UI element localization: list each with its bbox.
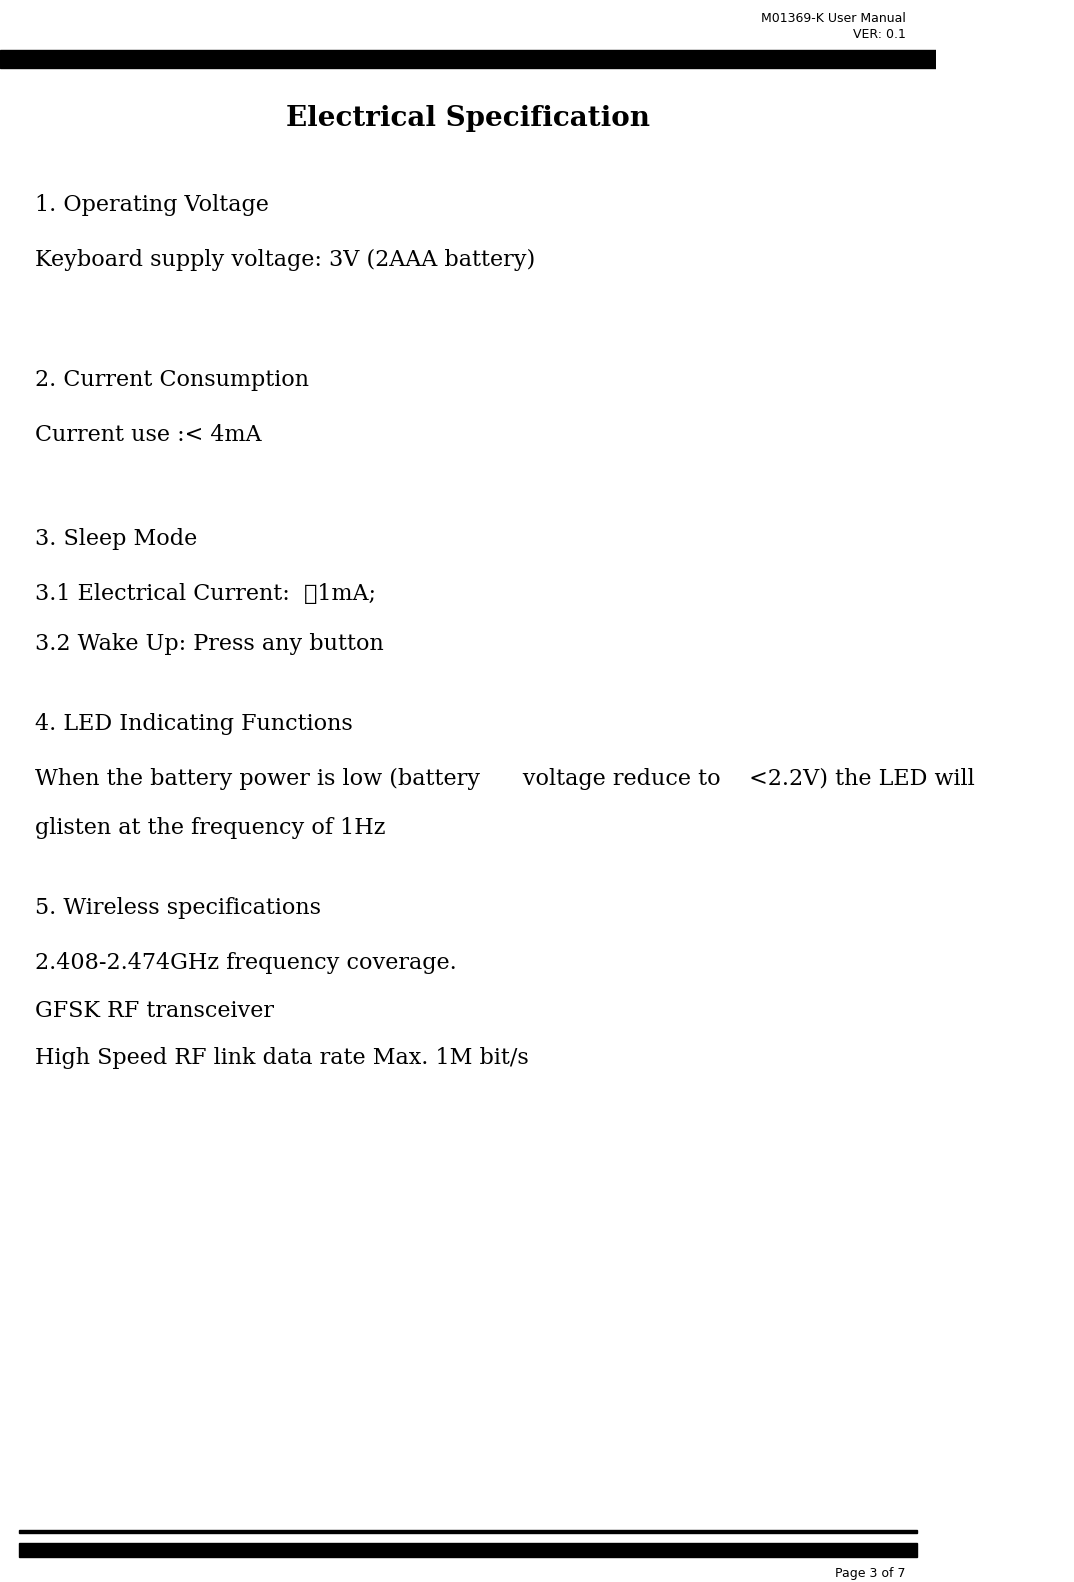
Text: When the battery power is low (battery      voltage reduce to    <2.2V) the LED : When the battery power is low (battery v… (34, 767, 974, 789)
Text: 5. Wireless specifications: 5. Wireless specifications (34, 897, 321, 919)
Text: 2. Current Consumption: 2. Current Consumption (34, 369, 309, 391)
Text: VER: 0.1: VER: 0.1 (853, 28, 906, 41)
Text: glisten at the frequency of 1Hz: glisten at the frequency of 1Hz (34, 818, 386, 840)
Text: GFSK RF transceiver: GFSK RF transceiver (34, 1000, 274, 1022)
Bar (18, 1530, 917, 1533)
Text: Electrical Specification: Electrical Specification (286, 104, 650, 131)
Bar (0, 49, 935, 68)
Text: 3. Sleep Mode: 3. Sleep Mode (34, 528, 198, 551)
Bar (18, 1542, 917, 1557)
Text: M01369-K User Manual: M01369-K User Manual (761, 13, 906, 25)
Text: 2.408-2.474GHz frequency coverage.: 2.408-2.474GHz frequency coverage. (34, 952, 456, 975)
Text: Page 3 of 7: Page 3 of 7 (836, 1566, 906, 1580)
Text: Current use :< 4mA: Current use :< 4mA (34, 424, 261, 446)
Text: High Speed RF link data rate Max. 1M bit/s: High Speed RF link data rate Max. 1M bit… (34, 1047, 528, 1069)
Text: 1. Operating Voltage: 1. Operating Voltage (34, 195, 268, 217)
Text: Keyboard supply voltage: 3V (2AAA battery): Keyboard supply voltage: 3V (2AAA batter… (34, 248, 535, 271)
Text: 4. LED Indicating Functions: 4. LED Indicating Functions (34, 712, 352, 734)
Text: 3.1 Electrical Current:  ＜1mA;: 3.1 Electrical Current: ＜1mA; (34, 584, 376, 604)
Text: 3.2 Wake Up: Press any button: 3.2 Wake Up: Press any button (34, 633, 383, 655)
